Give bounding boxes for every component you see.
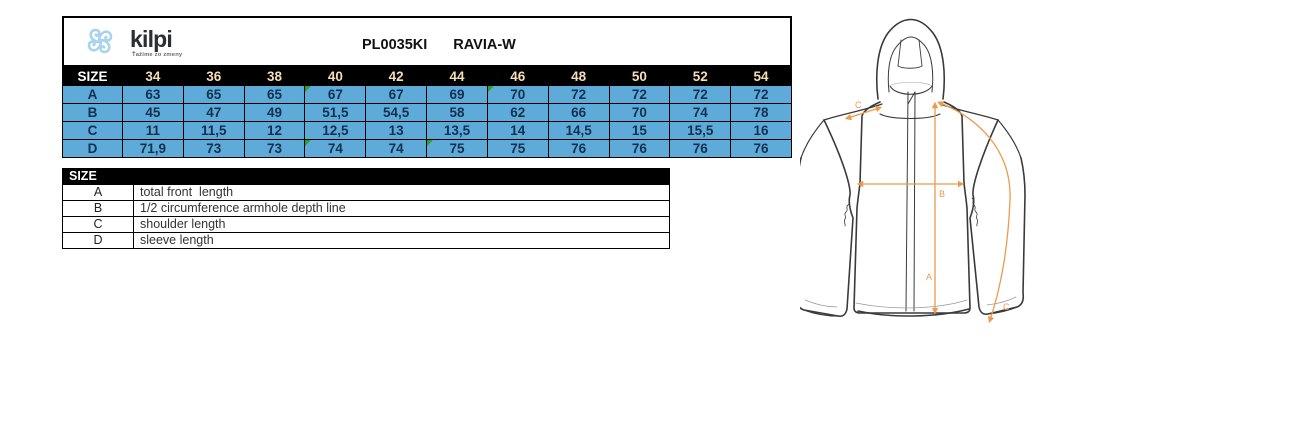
svg-text:C: C [1003, 302, 1010, 312]
svg-text:A: A [926, 272, 932, 282]
svg-text:C: C [855, 100, 862, 110]
svg-text:B: B [939, 189, 945, 199]
